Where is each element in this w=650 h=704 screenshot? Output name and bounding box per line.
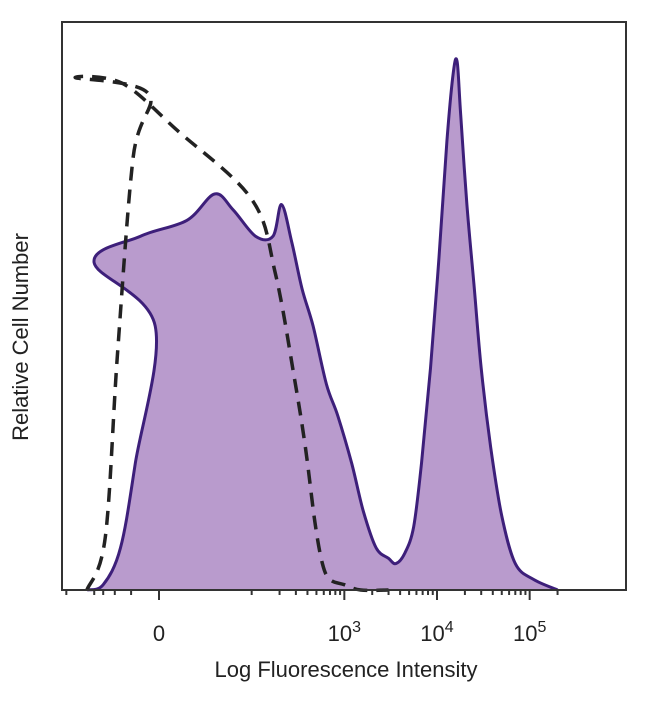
x-axis: 0 103 104 105 bbox=[65, 590, 559, 646]
plot-area bbox=[73, 57, 559, 593]
x-tick-label: 105 bbox=[513, 619, 546, 646]
stained-histogram-line bbox=[86, 57, 559, 592]
x-axis-title: Log Fluorescence Intensity bbox=[215, 657, 478, 682]
x-tick-label: 0 bbox=[153, 621, 165, 646]
stained-histogram-area bbox=[86, 58, 558, 590]
x-tick-label: 104 bbox=[420, 619, 453, 646]
y-axis-title: Relative Cell Number bbox=[8, 233, 33, 441]
x-tick-label: 103 bbox=[328, 619, 361, 646]
